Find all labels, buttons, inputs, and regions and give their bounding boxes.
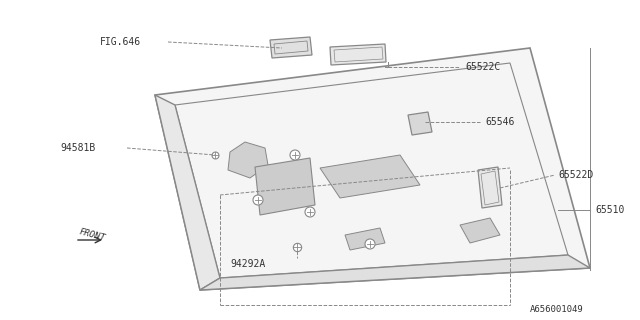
Polygon shape (228, 142, 268, 178)
Circle shape (305, 207, 315, 217)
Polygon shape (200, 255, 590, 290)
Text: FRONT: FRONT (78, 227, 106, 243)
Text: 94581B: 94581B (60, 143, 95, 153)
Circle shape (365, 239, 375, 249)
Circle shape (253, 195, 263, 205)
Text: 65522C: 65522C (465, 62, 500, 72)
Text: A656001049: A656001049 (530, 306, 584, 315)
Polygon shape (320, 155, 420, 198)
Polygon shape (255, 158, 315, 215)
Text: 94292A: 94292A (230, 259, 265, 269)
Circle shape (290, 150, 300, 160)
Text: 65546: 65546 (485, 117, 515, 127)
Text: FIG.646: FIG.646 (100, 37, 141, 47)
Polygon shape (330, 44, 386, 65)
Polygon shape (270, 37, 312, 58)
Text: 65522D: 65522D (558, 170, 593, 180)
Polygon shape (345, 228, 385, 250)
Polygon shape (460, 218, 500, 243)
Polygon shape (478, 167, 502, 208)
Polygon shape (155, 48, 590, 290)
Polygon shape (408, 112, 432, 135)
Text: 65510: 65510 (595, 205, 625, 215)
Polygon shape (155, 95, 220, 290)
